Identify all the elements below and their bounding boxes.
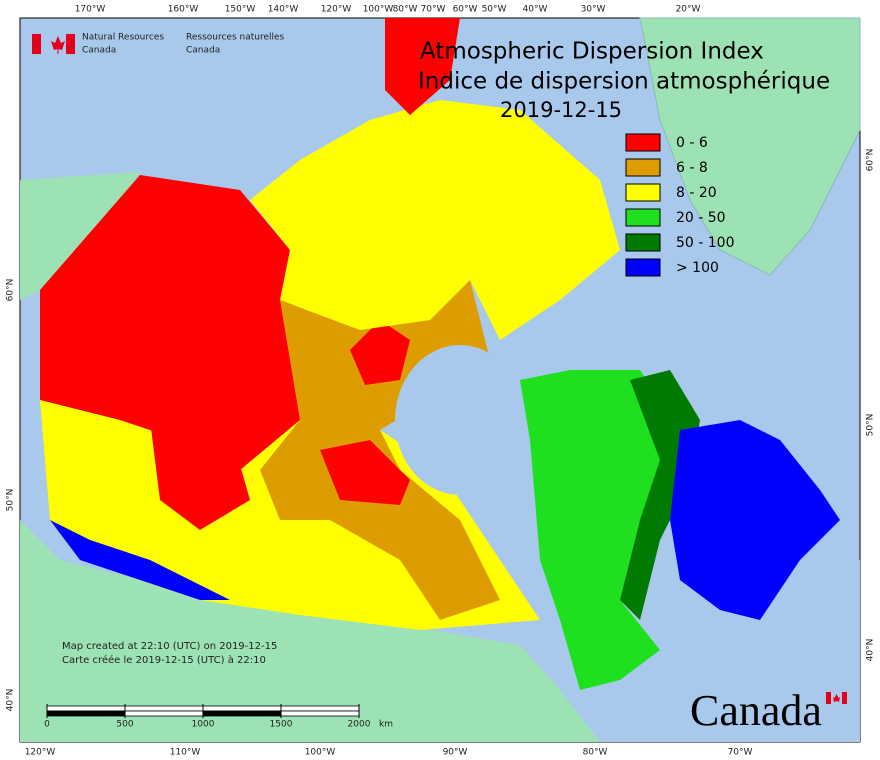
longitude-label: 90°W [443, 748, 468, 758]
longitude-label: 40°W [523, 5, 548, 15]
longitude-label: 50°W [482, 5, 507, 15]
scale-label: 1000 [192, 720, 215, 730]
longitude-label: 20°W [676, 5, 701, 15]
title-en: Atmospheric Dispersion Index [420, 39, 764, 65]
legend-swatch [625, 233, 661, 252]
latitude-label: 60°N [6, 279, 16, 302]
zone-yellow-arctic [250, 100, 620, 340]
legend-swatch [625, 133, 661, 152]
longitude-label: 170°W [75, 5, 106, 15]
agency-fr: Canada [186, 46, 220, 56]
scale-segment [202, 710, 282, 717]
scale-label: 1500 [270, 720, 293, 730]
zone-green [520, 370, 670, 690]
zone-red-pockets [150, 320, 410, 530]
scale-segment [202, 705, 282, 712]
longitude-label: 110°W [170, 748, 201, 758]
latitude-label: 60°N [866, 149, 876, 172]
flag-bar [66, 34, 75, 54]
agency-en: Natural Resources [82, 33, 164, 43]
zone-blue-west [50, 520, 230, 600]
hudson-bay [395, 345, 525, 495]
scale-segment [280, 705, 360, 712]
longitude-label: 70°W [728, 748, 753, 758]
latitude-label: 50°N [866, 414, 876, 437]
latitude-label: 40°N [6, 689, 16, 712]
longitude-label: 30°W [581, 5, 606, 15]
scale-segment [46, 710, 126, 717]
legend-label: 50 - 100 [676, 235, 735, 251]
agency-fr: Ressources naturelles [186, 33, 285, 43]
footer-fr: Carte créée le 2019-12-15 (UTC) à 22:10 [62, 654, 266, 666]
legend-swatch [625, 183, 661, 202]
alaska [20, 172, 140, 300]
legend-label: 8 - 20 [676, 185, 717, 201]
longitude-label: 60°W [453, 5, 478, 15]
legend-swatch [625, 208, 661, 227]
longitude-label: 160°W [168, 5, 199, 15]
title-date: 2019-12-15 [500, 98, 622, 122]
united-states [20, 520, 600, 742]
nrcan-logo [32, 34, 75, 54]
zone-red [40, 175, 300, 480]
agency-en: Canada [82, 46, 116, 56]
scale-unit: km [379, 720, 393, 730]
latitude-label: 50°N [6, 489, 16, 512]
legend-label: 20 - 50 [676, 210, 726, 226]
scale-segment [124, 710, 204, 717]
legend-label: 6 - 8 [676, 160, 708, 176]
scale-segment [280, 710, 360, 717]
zone-red-ellesmere [385, 18, 460, 115]
legend-label: 0 - 6 [676, 135, 708, 151]
maple-leaf [51, 36, 65, 54]
longitude-label: 70°W [421, 5, 446, 15]
zone-blue [670, 420, 840, 620]
scale-segment [46, 705, 126, 712]
scale-label: 500 [116, 720, 133, 730]
wordmark: Canada [690, 686, 822, 735]
longitude-label: 100°W [363, 5, 394, 15]
longitude-label: 80°W [583, 748, 608, 758]
flag-bar [826, 692, 831, 704]
legend-swatch [625, 158, 661, 177]
flag-bar [842, 692, 847, 704]
greenland [639, 17, 861, 276]
latitude-label: 40°N [866, 639, 876, 662]
scale-segment [124, 705, 204, 712]
map-frame [19, 17, 861, 743]
wordmark-flag [826, 692, 847, 704]
flag-bar [32, 34, 41, 54]
title-fr: Indice de dispersion atmosphérique [418, 69, 830, 95]
maple-leaf [833, 694, 840, 702]
legend-label: > 100 [676, 260, 719, 276]
longitude-label: 150°W [225, 5, 256, 15]
longitude-label: 100°W [305, 748, 336, 758]
longitude-label: 80°W [393, 5, 418, 15]
longitude-label: 120°W [321, 5, 352, 15]
longitude-label: 140°W [268, 5, 299, 15]
atlantic [600, 560, 860, 742]
legend-swatch [625, 258, 661, 277]
footer-en: Map created at 22:10 (UTC) on 2019-12-15 [62, 641, 277, 652]
scale-label: 2000 [348, 720, 371, 730]
longitude-label: 120°W [25, 748, 56, 758]
generated: 0 - 6 6 - 8 8 - 20 20 - 50 50 - 100 > 100 170°… [6, 5, 876, 758]
scale-label: 0 [44, 720, 50, 730]
